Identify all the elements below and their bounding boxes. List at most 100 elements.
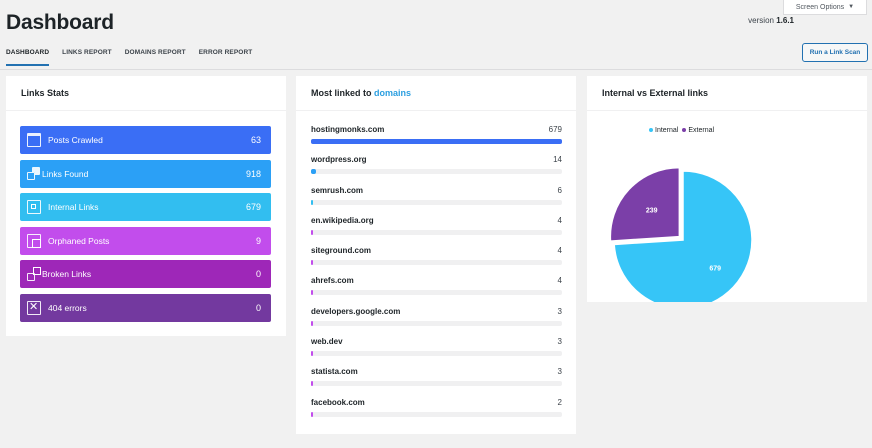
domain-count: 4 bbox=[557, 215, 562, 225]
domain-bar-track bbox=[311, 169, 562, 175]
stat-label: Posts Crawled bbox=[48, 135, 103, 145]
domain-row[interactable]: ahrefs.com 4 bbox=[311, 276, 562, 306]
domain-count: 679 bbox=[548, 125, 562, 134]
stat-value: 0 bbox=[255, 302, 261, 313]
domain-name: statista.com bbox=[311, 367, 358, 377]
domains-title: Most linked to domains bbox=[296, 76, 576, 111]
legend-item-internal[interactable]: Internal bbox=[649, 127, 678, 134]
domain-row[interactable]: siteground.com 4 bbox=[311, 246, 562, 276]
pie-slice-internal[interactable] bbox=[613, 170, 753, 302]
broken-link-icon bbox=[27, 266, 41, 281]
tab-error-report[interactable]: ERROR REPORT bbox=[198, 49, 253, 56]
stat-label: Internal Links bbox=[48, 202, 99, 212]
most-linked-domains-card: Most linked to domains hostingmonks.com 6… bbox=[296, 76, 576, 434]
page-title: Dashboard bbox=[6, 11, 114, 34]
inner-box bbox=[33, 266, 41, 275]
screen-options-label: Screen Options bbox=[795, 3, 845, 11]
stacked-pages-icon bbox=[27, 233, 41, 248]
domain-bar-fill bbox=[311, 290, 313, 296]
tab-domains-report[interactable]: DOMAINS REPORT bbox=[124, 49, 186, 56]
caret-down-icon: ▼ bbox=[848, 4, 855, 10]
domain-bar-track bbox=[311, 411, 562, 417]
stat-value: 0 bbox=[255, 269, 261, 279]
stat-list: Posts Crawled 63 Links Found 918 Interna… bbox=[20, 126, 271, 327]
legend-item-external[interactable]: External bbox=[682, 127, 714, 134]
domain-row[interactable]: semrush.com 6 bbox=[311, 186, 562, 216]
domain-bar-fill bbox=[311, 169, 317, 175]
domain-bar-fill bbox=[311, 381, 313, 387]
domain-bar-track bbox=[311, 320, 562, 326]
stat-label: 404 errors bbox=[48, 302, 87, 313]
tab-dashboard[interactable]: DASHBOARD bbox=[6, 49, 62, 66]
legend-swatch-internal bbox=[649, 128, 653, 133]
browser-window-icon bbox=[27, 133, 41, 147]
domain-bar-fill bbox=[311, 411, 313, 417]
domain-bar-fill bbox=[311, 199, 314, 205]
domains-title-prefix: Most linked to bbox=[311, 88, 372, 98]
domain-list: hostingmonks.com 679 wordpress.org 14 semrus… bbox=[311, 125, 562, 428]
stat-value: 918 bbox=[245, 168, 261, 179]
tab-links-report[interactable]: LINKS REPORT bbox=[62, 49, 112, 56]
pie-chart: 679 239 bbox=[609, 166, 753, 302]
stat-orphaned-posts[interactable]: Orphaned Posts 9 bbox=[20, 226, 271, 255]
domain-bar-track bbox=[311, 229, 562, 235]
domain-count: 4 bbox=[557, 246, 562, 256]
domain-name: developers.google.com bbox=[311, 306, 401, 316]
internal-external-card: Internal vs External links Internal Exte… bbox=[587, 76, 867, 302]
tab-bar: DASHBOARD LINKS REPORT DOMAINS REPORT ER… bbox=[6, 49, 265, 66]
links-stats-title: Links Stats bbox=[6, 76, 286, 111]
domain-name: ahrefs.com bbox=[311, 276, 354, 286]
domain-bar-fill bbox=[311, 260, 313, 266]
domain-row[interactable]: statista.com 3 bbox=[311, 367, 562, 397]
domain-row[interactable]: web.dev 3 bbox=[311, 337, 562, 367]
domain-row[interactable]: facebook.com 2 bbox=[311, 398, 562, 428]
run-link-scan-button[interactable]: Run a Link Scan bbox=[802, 43, 868, 62]
links-stats-card: Links Stats Posts Crawled 63 Links Found… bbox=[6, 76, 286, 336]
domain-bar-track bbox=[311, 351, 562, 357]
legend-swatch-external bbox=[682, 128, 687, 133]
internal-square-icon bbox=[27, 200, 41, 214]
legend-label: External bbox=[688, 127, 715, 134]
stat-value: 679 bbox=[245, 202, 261, 212]
stat-links-found[interactable]: Links Found 918 bbox=[20, 159, 271, 188]
inner-square bbox=[31, 204, 36, 209]
stat-posts-crawled[interactable]: Posts Crawled 63 bbox=[20, 126, 271, 154]
domain-bar-fill bbox=[311, 139, 562, 144]
domain-name: siteground.com bbox=[311, 246, 372, 256]
domain-name: wordpress.org bbox=[311, 155, 367, 165]
version-number: 1.6.1 bbox=[776, 16, 794, 25]
stat-404-errors[interactable]: ✕ 404 errors 0 bbox=[20, 293, 271, 322]
pie-label-internal: 679 bbox=[709, 265, 721, 272]
domain-name: web.dev bbox=[311, 337, 343, 347]
stat-label: Broken Links bbox=[42, 269, 92, 279]
domain-bar-fill bbox=[311, 229, 313, 235]
stat-label: Links Found bbox=[42, 168, 89, 179]
screen-options-button[interactable]: Screen Options ▼ bbox=[783, 0, 867, 15]
stat-label: Orphaned Posts bbox=[48, 235, 110, 246]
domain-row[interactable]: hostingmonks.com 679 bbox=[311, 125, 562, 155]
link-squares-icon bbox=[27, 172, 35, 180]
domain-bar-track bbox=[311, 199, 562, 205]
version-label: version 1.6.1 bbox=[748, 16, 794, 25]
stat-value: 9 bbox=[255, 235, 261, 246]
domain-row[interactable]: wordpress.org 14 bbox=[311, 155, 562, 185]
x-mark: ✕ bbox=[29, 300, 39, 313]
domain-bar-fill bbox=[311, 320, 313, 326]
domain-count: 4 bbox=[557, 276, 562, 286]
pie-slice-external[interactable] bbox=[609, 166, 681, 242]
domain-name: semrush.com bbox=[311, 185, 364, 195]
domain-count: 3 bbox=[557, 306, 562, 316]
domain-count: 2 bbox=[557, 397, 562, 407]
domain-count: 3 bbox=[557, 367, 562, 377]
pie-label-external: 239 bbox=[646, 208, 658, 215]
domain-count: 14 bbox=[553, 155, 562, 165]
domain-row[interactable]: en.wikipedia.org 4 bbox=[311, 216, 562, 246]
domains-link[interactable]: domains bbox=[374, 88, 412, 98]
domain-count: 3 bbox=[557, 337, 562, 347]
stat-internal-links[interactable]: Internal Links 679 bbox=[20, 193, 271, 221]
domain-count: 6 bbox=[557, 185, 562, 195]
error-x-icon: ✕ bbox=[27, 300, 41, 315]
domain-row[interactable]: developers.google.com 3 bbox=[311, 307, 562, 337]
stat-broken-links[interactable]: Broken Links 0 bbox=[20, 260, 271, 288]
pie-legend: Internal External bbox=[649, 127, 714, 134]
